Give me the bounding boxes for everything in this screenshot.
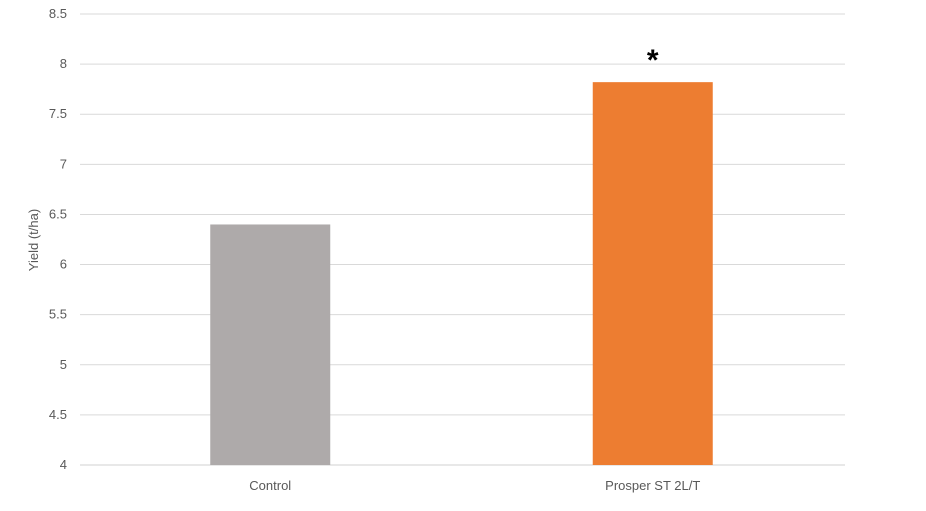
x-axis-categories: Control Prosper ST 2L/T [249,478,700,493]
bar-control [210,224,331,465]
gridlines [80,13,845,466]
x-category-label: Prosper ST 2L/T [605,478,700,493]
y-tick-label: 7 [60,156,67,171]
y-tick-label: 7.5 [49,106,67,121]
x-category-label: Control [249,478,291,493]
y-tick-label: 6 [60,257,67,272]
bar-prosper-st-2l-t [592,82,713,465]
y-tick-label: 8 [60,56,67,71]
y-tick-label: 5.5 [49,307,67,322]
y-axis-label: Yield (t/ha) [26,209,41,271]
y-axis-ticks: 4 4.5 5 5.5 6 6.5 7 7.5 8 8.5 [49,6,67,472]
bars [210,82,713,465]
y-tick-label: 4.5 [49,407,67,422]
y-tick-label: 6.5 [49,206,67,221]
significance-marker: * [647,44,659,77]
y-tick-label: 5 [60,357,67,372]
annotations: * [647,44,659,77]
y-tick-label: 4 [60,457,67,472]
y-tick-label: 8.5 [49,6,67,21]
